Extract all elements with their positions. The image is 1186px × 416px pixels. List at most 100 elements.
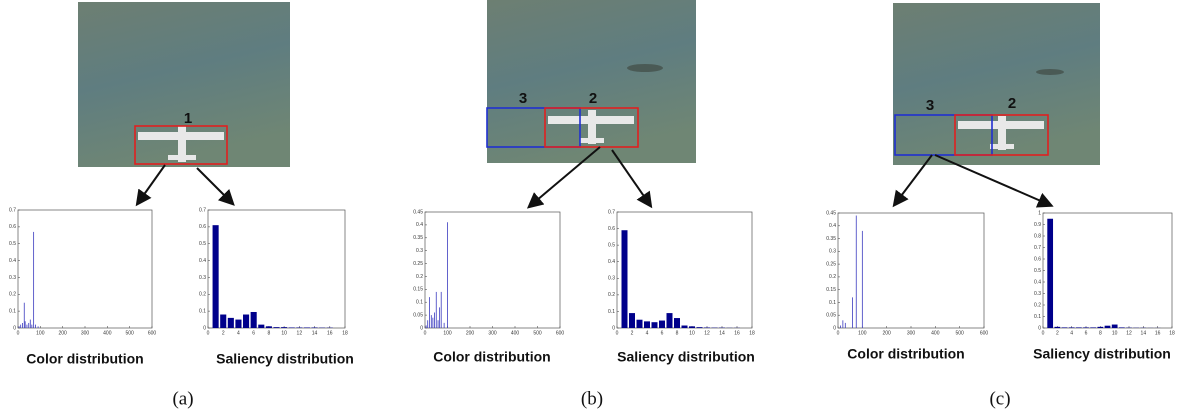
- bar: [243, 314, 250, 328]
- bar: [1061, 327, 1068, 328]
- airplane: [138, 110, 1044, 162]
- bar: [311, 327, 318, 328]
- y-tick-label: 0.4: [416, 222, 423, 228]
- arrows: [135, 146, 1054, 209]
- y-tick-label: 0.7: [1034, 245, 1041, 251]
- y-tick-label: 0.6: [1034, 256, 1041, 262]
- y-tick-label: 0: [13, 325, 16, 331]
- y-tick-label: 0.2: [9, 292, 16, 298]
- x-tick-label: 8: [1099, 330, 1102, 336]
- x-tick-label: 200: [466, 330, 475, 336]
- x-tick-label: 400: [931, 330, 940, 336]
- y-tick-label: 0.5: [9, 241, 16, 247]
- y-tick-label: 0.9: [1034, 222, 1041, 228]
- x-axis-label: Saliency distribution: [617, 349, 755, 365]
- y-tick-label: 0.3: [9, 275, 16, 281]
- bar: [644, 321, 650, 328]
- x-tick-label: 12: [1126, 330, 1132, 336]
- x-tick-label: 16: [1155, 330, 1161, 336]
- x-tick-label: 600: [148, 330, 157, 336]
- y-tick-label: 0.4: [829, 223, 836, 229]
- x-axis-label: Color distribution: [847, 346, 964, 362]
- bar: [696, 327, 703, 328]
- y-tick-label: 0.45: [413, 209, 423, 215]
- y-tick-label: 0.3: [829, 249, 836, 255]
- x-tick-label: 12: [297, 330, 303, 336]
- bar: [281, 327, 288, 328]
- x-axis-label: Color distribution: [26, 351, 143, 367]
- y-tick-label: 0.2: [199, 292, 206, 298]
- x-axis-label: Color distribution: [433, 349, 550, 365]
- x-tick-label: 0: [837, 330, 840, 336]
- bar: [674, 318, 680, 328]
- plot-frame: [207, 209, 346, 329]
- box-label: 3: [519, 90, 527, 107]
- x-tick-label: 4: [1070, 330, 1073, 336]
- x-tick-label: 100: [858, 330, 867, 336]
- y-tick-label: 0: [612, 325, 615, 331]
- x-tick-label: 2: [631, 330, 634, 336]
- x-tick-label: 400: [103, 330, 112, 336]
- bar: [265, 326, 272, 328]
- y-tick-label: 0.1: [416, 300, 423, 306]
- bar: [1083, 327, 1089, 328]
- bar: [659, 320, 665, 328]
- x-tick-label: 300: [907, 330, 916, 336]
- x-tick-label: 500: [955, 330, 964, 336]
- y-tick-label: 0.05: [413, 312, 423, 318]
- y-tick-label: 0.3: [199, 275, 206, 281]
- x-tick-label: 300: [81, 330, 90, 336]
- bar: [1097, 326, 1104, 328]
- box-label: 2: [589, 90, 597, 107]
- bar: [651, 322, 658, 328]
- bar: [212, 225, 219, 328]
- x-tick-label: 300: [488, 330, 497, 336]
- x-tick-label: 14: [719, 330, 725, 336]
- x-tick-label: 18: [1169, 330, 1175, 336]
- x-tick-label: 16: [327, 330, 333, 336]
- bar: [1090, 327, 1097, 328]
- x-tick-label: 14: [1141, 330, 1147, 336]
- x-tick-label: 18: [749, 330, 755, 336]
- x-tick-label: 10: [689, 330, 695, 336]
- y-tick-label: 0.1: [829, 300, 836, 306]
- boxes: [134, 107, 1049, 165]
- bar: [296, 327, 303, 328]
- x-tick-label: 10: [1112, 330, 1118, 336]
- y-tick-label: 0.35: [826, 236, 836, 242]
- x-tick-label: 6: [252, 330, 255, 336]
- y-tick-label: 0.8: [1034, 233, 1041, 239]
- x-tick-label: 0: [424, 330, 427, 336]
- y-tick-label: 0.25: [413, 261, 423, 267]
- x-tick-label: 14: [312, 330, 318, 336]
- x-tick-label: 6: [661, 330, 664, 336]
- y-tick-label: 0: [833, 325, 836, 331]
- bar: [1054, 326, 1061, 328]
- y-tick-label: 0.1: [199, 308, 206, 314]
- y-tick-label: 0.4: [199, 258, 206, 264]
- x-tick-label: 8: [676, 330, 679, 336]
- y-tick-label: 0.3: [1034, 291, 1041, 297]
- y-tick-label: 0.1: [1034, 314, 1041, 320]
- x-tick-label: 4: [646, 330, 649, 336]
- y-tick-label: 0.7: [9, 207, 16, 213]
- plot-frame: [17, 209, 153, 329]
- bar: [1075, 327, 1082, 328]
- y-tick-label: 0.1: [608, 309, 615, 315]
- y-tick-label: 1: [1038, 210, 1041, 216]
- x-tick-label: 2: [1056, 330, 1059, 336]
- x-tick-label: 0: [17, 330, 20, 336]
- y-tick-label: 0: [420, 325, 423, 331]
- plot-frame: [424, 211, 561, 329]
- plot-frame: [616, 211, 753, 329]
- x-tick-label: 18: [342, 330, 348, 336]
- x-tick-label: 10: [281, 330, 287, 336]
- bar: [681, 325, 688, 328]
- y-tick-label: 0.2: [608, 292, 615, 298]
- bar: [666, 313, 673, 328]
- y-tick-label: 0.6: [199, 224, 206, 230]
- x-tick-label: 500: [125, 330, 134, 336]
- y-tick-label: 0.05: [826, 313, 836, 319]
- y-tick-label: 0: [203, 325, 206, 331]
